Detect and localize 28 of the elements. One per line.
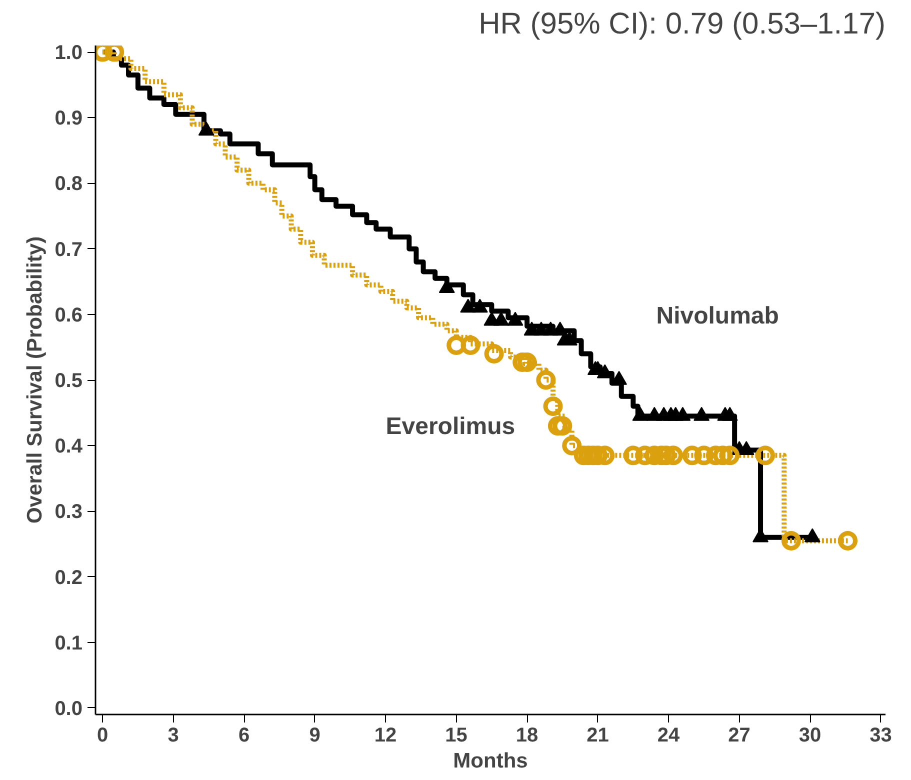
x-tick-label: 18 <box>516 724 538 746</box>
y-tick-label: 0.3 <box>54 501 83 524</box>
x-axis-title: Months <box>453 750 528 772</box>
x-tick-label: 0 <box>97 724 108 746</box>
y-tick-label: 0.2 <box>54 566 83 589</box>
y-tick-label: 0.6 <box>54 304 83 326</box>
x-tick-label: 30 <box>798 724 822 746</box>
x-tick-label: 21 <box>586 724 609 746</box>
x-tick-label: 3 <box>168 724 179 746</box>
y-tick-label: 0.8 <box>54 173 83 196</box>
y-tick-label: 0.4 <box>54 436 84 458</box>
y-tick-label: 0.7 <box>54 238 83 261</box>
y-tick-label: 0.1 <box>54 632 83 654</box>
x-tick-label: 33 <box>870 724 892 746</box>
chart-title: HR (95% CI): 0.79 (0.53–1.17) <box>478 8 886 40</box>
y-tick-label: 0.9 <box>54 108 83 130</box>
x-tick-label: 27 <box>728 724 750 746</box>
x-tick-label: 24 <box>657 724 681 746</box>
x-tick-label: 15 <box>445 724 468 746</box>
y-tick-label: 1.0 <box>54 42 83 64</box>
y-axis-title: Overall Survival (Probability) <box>24 236 47 524</box>
x-tick-label: 12 <box>374 724 397 746</box>
y-tick-label: 0.5 <box>54 370 83 392</box>
text: Nivolumab <box>656 302 779 330</box>
x-tick-label: 6 <box>238 724 250 746</box>
x-tick-label: 9 <box>309 724 320 746</box>
y-tick-label: 0.0 <box>54 698 83 720</box>
series-label: Everolimus <box>386 412 516 440</box>
